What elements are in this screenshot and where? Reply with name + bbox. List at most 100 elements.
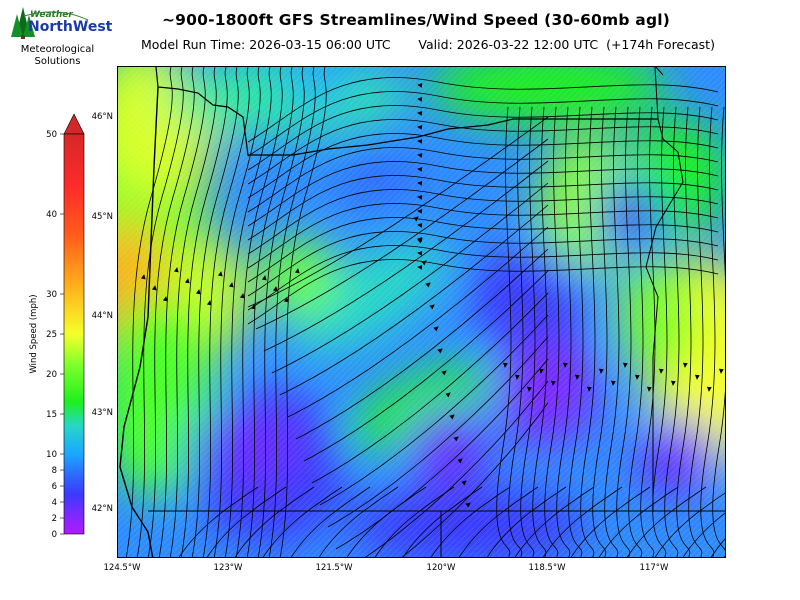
streamline-arrow — [562, 362, 568, 368]
lat-label-43: 43°N — [91, 408, 113, 418]
streamline-arrow — [417, 238, 423, 244]
streamline-arrow — [598, 368, 604, 374]
streamline — [125, 67, 173, 557]
streamline-arrow — [261, 275, 267, 281]
streamline-arrow — [502, 362, 508, 368]
streamline-arrow — [140, 274, 146, 280]
state-boundaries — [119, 67, 725, 557]
streamline-arrow — [217, 271, 223, 277]
streamline-arrow — [173, 267, 179, 273]
streamline — [318, 486, 399, 557]
colorbar-tick-label: 6 — [52, 482, 57, 492]
streamline — [263, 160, 549, 352]
lat-label-44: 44°N — [91, 311, 113, 321]
streamline-arrow — [514, 374, 520, 380]
streamline-arrow — [417, 264, 423, 270]
streamline-arrow — [417, 82, 423, 88]
wind-speed-map — [117, 66, 726, 558]
streamline — [374, 486, 455, 557]
colorbar-tick-label: 40 — [46, 210, 57, 220]
streamline-arrow — [457, 458, 463, 464]
streamline — [556, 106, 572, 557]
streamline-arrow — [670, 380, 676, 386]
streamline-arrow — [151, 285, 157, 291]
lon-label-124-5: 124.5°W — [103, 563, 141, 573]
streamline — [255, 138, 549, 330]
streamline-arrow — [718, 368, 724, 374]
streamline — [598, 486, 679, 557]
lat-label-42: 42°N — [91, 504, 113, 514]
map-title: ~900-1800ft GFS Streamlines/Wind Speed (… — [161, 11, 671, 29]
streamline-arrow — [433, 326, 439, 332]
streamline-arrow — [417, 222, 423, 228]
streamline-arrow — [417, 138, 423, 144]
streamline-arrow — [417, 250, 423, 256]
streamline — [147, 67, 195, 557]
lon-label-120: 120°W — [426, 563, 456, 573]
streamline — [180, 67, 228, 557]
streamline — [676, 106, 692, 557]
streamline-arrow — [417, 180, 423, 186]
streamline — [235, 67, 283, 557]
streamline-arrow — [550, 380, 556, 386]
streamline — [271, 182, 549, 374]
lon-label-118-5: 118.5°W — [528, 563, 566, 573]
streamline-arrow — [417, 96, 423, 102]
streamline — [247, 189, 719, 255]
streamline-arrow — [228, 282, 234, 288]
streamline — [568, 106, 584, 557]
streamline — [247, 203, 719, 269]
streamlines — [125, 67, 725, 557]
colorbar-tick-label: 4 — [52, 498, 57, 508]
streamline — [402, 486, 483, 557]
streamline — [520, 106, 536, 557]
streamline — [496, 106, 512, 557]
colorbar-gradient — [63, 133, 85, 535]
colorbar-tick-label: 0 — [52, 530, 57, 540]
map-subtitle: Model Run Time: 2026-03-15 06:00 UTC Val… — [141, 37, 715, 52]
streamline — [508, 106, 524, 557]
streamline — [202, 67, 250, 557]
streamline — [268, 67, 316, 557]
streamline — [580, 106, 596, 557]
streamline-arrow — [413, 216, 419, 222]
streamline — [247, 175, 719, 241]
streamline-arrow — [706, 386, 712, 392]
streamline — [640, 106, 656, 557]
pine-trees-icon — [11, 7, 89, 39]
streamline — [592, 106, 608, 557]
streamline — [136, 67, 184, 557]
streamline — [303, 270, 549, 462]
streamline — [311, 292, 549, 484]
streamline — [247, 105, 719, 171]
streamline — [247, 91, 719, 157]
colorbar-tick-label: 2 — [52, 514, 57, 524]
streamline — [319, 314, 549, 506]
streamline — [213, 67, 261, 557]
streamline — [169, 67, 217, 557]
streamline-arrow — [429, 304, 435, 310]
lat-label-46: 46°N — [91, 112, 113, 122]
streamline-arrow — [465, 502, 471, 508]
streamline-arrow — [283, 297, 289, 303]
streamline-arrow — [294, 268, 300, 274]
streamline — [279, 204, 549, 396]
logo-subtitle-line1: Meteorological — [20, 44, 95, 55]
map-canvas — [118, 67, 725, 557]
streamline — [542, 486, 623, 557]
streamline — [178, 486, 259, 557]
streamline-arrow — [538, 368, 544, 374]
streamline-arrow — [184, 278, 190, 284]
streamline-arrow — [425, 282, 431, 288]
streamline-arrow — [417, 110, 423, 116]
streamline — [247, 119, 719, 185]
streamline-arrow — [610, 380, 616, 386]
streamline — [327, 336, 549, 528]
streamline-arrow — [417, 124, 423, 130]
logo: Weather NorthWest — [8, 6, 112, 70]
streamline-arrow — [417, 194, 423, 200]
streamline — [654, 492, 725, 557]
streamline — [287, 226, 549, 418]
